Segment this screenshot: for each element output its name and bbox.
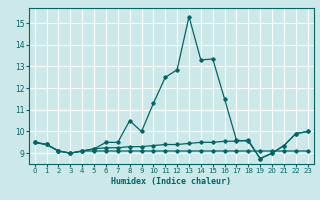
X-axis label: Humidex (Indice chaleur): Humidex (Indice chaleur) <box>111 177 231 186</box>
